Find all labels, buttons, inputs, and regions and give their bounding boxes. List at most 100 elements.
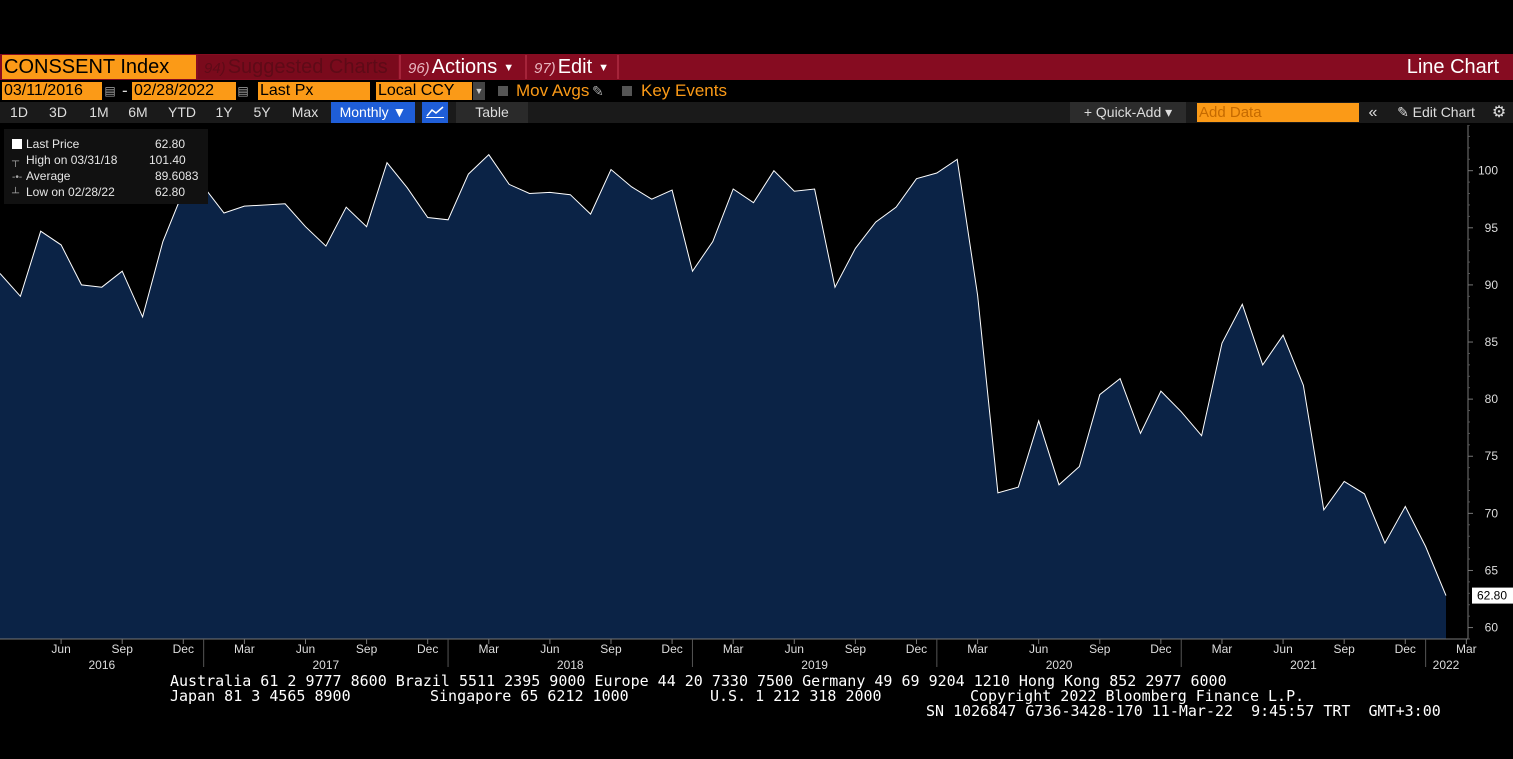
series-swatch <box>12 139 22 149</box>
y-tick-label: 60 <box>1485 621 1499 635</box>
menu-number: 97) <box>534 60 556 77</box>
menu-label: Suggested Charts <box>227 56 388 78</box>
menu-label: Edit <box>557 56 593 78</box>
legend-label: Low on 02/28/22 <box>26 185 115 199</box>
x-month-label: Jun <box>296 642 315 656</box>
line-chart-icon[interactable] <box>422 102 448 123</box>
x-year-label: 2016 <box>88 658 115 672</box>
mov-avgs-label: Mov Avgs <box>516 81 590 100</box>
menu-label: Actions <box>431 56 498 78</box>
legend-value: 89.6083 <box>155 169 199 183</box>
range-1m-button[interactable]: 1M <box>89 104 109 120</box>
table-button[interactable]: Table <box>456 102 528 123</box>
range-1d-button[interactable]: 1D <box>10 104 28 120</box>
x-month-label: Mar <box>967 642 988 656</box>
chart-type-label: Line Chart <box>1406 56 1499 78</box>
edit-menu[interactable]: 97) Edit ▼ <box>528 55 616 79</box>
legend-value: 62.80 <box>155 185 186 199</box>
add-data-input[interactable]: Add Data <box>1197 103 1359 122</box>
gear-icon[interactable]: ⚙ <box>1491 104 1507 121</box>
x-month-label: Dec <box>417 642 438 656</box>
end-date-field[interactable]: 02/28/2022 <box>132 82 236 100</box>
dropdown-arrow-icon[interactable]: ▼ <box>473 82 485 100</box>
suggested-charts-menu[interactable]: 94) Suggested Charts <box>198 55 398 79</box>
x-year-label: 2018 <box>557 658 584 672</box>
footer-contacts-us: U.S. 1 212 318 2000 <box>710 687 882 705</box>
legend-row-high: ┬ High on 03/31/18 101.40 <box>12 152 208 168</box>
x-month-label: Dec <box>1395 642 1416 656</box>
area-fill <box>0 154 1446 639</box>
edit-chart-button[interactable]: ✎ Edit Chart <box>1397 104 1475 120</box>
range-ytd-button[interactable]: YTD <box>168 104 196 120</box>
legend-value: 62.80 <box>155 137 186 151</box>
calendar-icon[interactable]: ▤ <box>104 84 116 98</box>
actions-menu[interactable]: 96) Actions ▼ <box>402 55 524 79</box>
legend-label: Average <box>26 169 71 183</box>
menu-number: 94) <box>204 60 226 77</box>
calendar-icon[interactable]: ▤ <box>237 84 249 98</box>
x-month-label: Jun <box>1273 642 1292 656</box>
x-month-label: Dec <box>173 642 194 656</box>
footer-contacts-line1: Australia 61 2 9777 8600 Brazil 5511 239… <box>170 672 1227 690</box>
legend-label: High on 03/31/18 <box>26 153 118 167</box>
y-tick-label: 75 <box>1485 449 1499 463</box>
y-tick-label: 100 <box>1478 164 1498 178</box>
last-value-label: 62.80 <box>1477 589 1507 603</box>
legend-label: Last Price <box>26 137 80 151</box>
average-marker-icon: -•- <box>12 172 23 183</box>
frequency-select[interactable]: Monthly ▼ <box>331 102 415 123</box>
x-year-label: 2017 <box>313 658 340 672</box>
currency-select[interactable]: Local CCY <box>376 82 472 100</box>
x-month-label: Dec <box>906 642 927 656</box>
y-tick-label: 85 <box>1485 335 1499 349</box>
quick-add-button[interactable]: + Quick-Add ▾ <box>1070 102 1186 123</box>
x-month-label: Dec <box>1150 642 1171 656</box>
series-line-last-price <box>0 153 1447 596</box>
menu-number: 96) <box>408 60 430 77</box>
low-marker-icon: ┴ <box>12 188 20 199</box>
range-3d-button[interactable]: 3D <box>49 104 67 120</box>
legend-row-average: -•- Average 89.6083 <box>12 168 208 184</box>
y-tick-label: 80 <box>1485 392 1499 406</box>
range-6m-button[interactable]: 6M <box>128 104 148 120</box>
x-month-label: Dec <box>661 642 682 656</box>
x-month-label: Sep <box>845 642 867 656</box>
chart-legend: Last Price 62.80 ┬ High on 03/31/18 101.4… <box>4 129 208 204</box>
footer-copyright: Copyright 2022 Bloomberg Finance L.P. <box>970 687 1305 705</box>
legend-row-low: ┴ Low on 02/28/22 62.80 <box>12 184 208 200</box>
price-field-select[interactable]: Last Px <box>258 82 370 100</box>
x-month-label: Jun <box>1029 642 1048 656</box>
x-year-label: 2022 <box>1433 658 1460 672</box>
key-events-checkbox[interactable] <box>622 86 632 96</box>
key-events-label: Key Events <box>641 81 727 100</box>
range-5y-button[interactable]: 5Y <box>253 104 271 120</box>
x-month-label: Jun <box>51 642 70 656</box>
y-tick-label: 95 <box>1485 221 1499 235</box>
x-year-label: 2020 <box>1046 658 1073 672</box>
last-value-pointer <box>1472 591 1476 600</box>
ticker-field[interactable]: CONSSENT Index <box>2 55 196 79</box>
legend-value: 101.40 <box>149 153 186 167</box>
x-year-label: 2019 <box>801 658 828 672</box>
x-month-label: Sep <box>1089 642 1111 656</box>
range-1y-button[interactable]: 1Y <box>215 104 233 120</box>
range-max-button[interactable]: Max <box>291 104 319 120</box>
mov-avgs-checkbox[interactable] <box>498 86 508 96</box>
last-value-box <box>1472 587 1513 604</box>
x-month-label: Sep <box>1333 642 1355 656</box>
x-month-label: Mar <box>1456 642 1477 656</box>
x-month-label: Mar <box>478 642 499 656</box>
start-date-field[interactable]: 03/11/2016 <box>2 82 102 100</box>
high-marker-icon: ┬ <box>12 156 20 167</box>
footer-contacts-japan: Japan 81 3 4565 8900 <box>170 687 351 705</box>
collapse-icon[interactable]: « <box>1368 104 1378 121</box>
x-month-label: Jun <box>785 642 804 656</box>
y-tick-label: 90 <box>1485 278 1499 292</box>
caret-down-icon: ▼ <box>598 62 610 74</box>
x-month-label: Mar <box>723 642 744 656</box>
line-chart: 60 65 70 75 80 85 90 95 100 62.80 Jun Sep Dec Mar Jun… <box>0 125 1513 672</box>
pencil-icon[interactable]: ✎ <box>592 83 604 99</box>
date-range-dash: - <box>122 81 128 100</box>
y-tick-label: 70 <box>1485 506 1499 520</box>
x-month-label: Sep <box>112 642 134 656</box>
